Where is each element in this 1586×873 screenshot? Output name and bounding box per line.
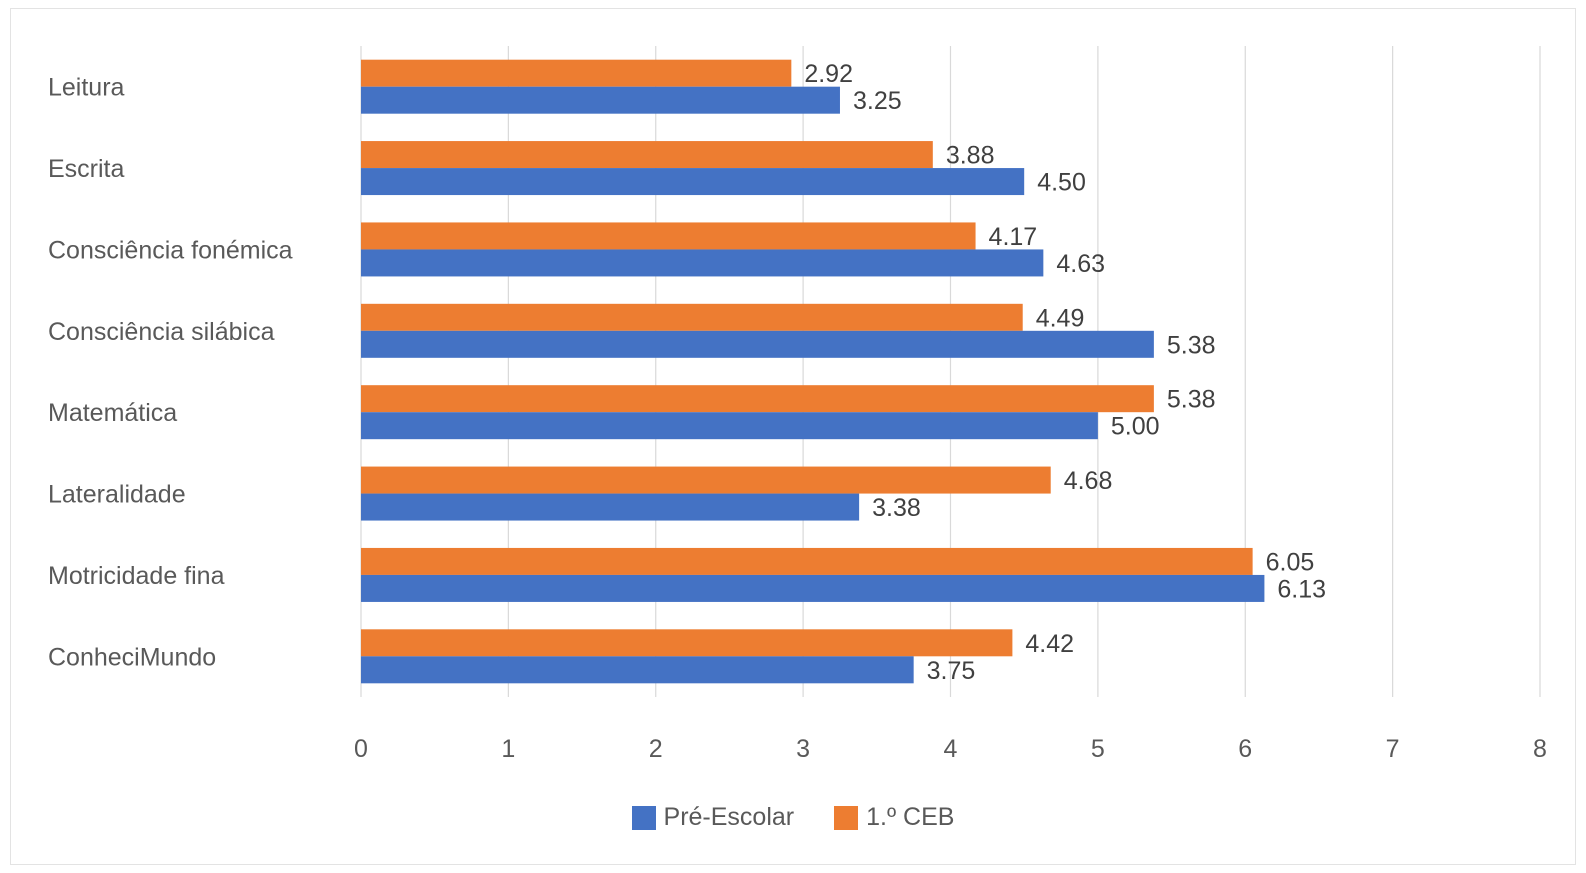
category-label: Consciência fonémica <box>48 236 293 264</box>
category-label: Leitura <box>48 74 125 102</box>
data-label: 4.49 <box>1036 304 1085 332</box>
data-label: 3.88 <box>946 142 995 170</box>
bar-1-ceb <box>361 141 933 169</box>
legend-label-1-ceb: 1.º CEB <box>866 803 955 831</box>
bar-pre-escolar <box>361 168 1025 196</box>
data-label: 6.05 <box>1266 548 1315 576</box>
bar-pre-escolar <box>361 493 860 521</box>
data-label: 4.42 <box>1025 630 1074 658</box>
data-label: 3.25 <box>853 87 902 115</box>
x-tick-label: 1 <box>501 735 515 763</box>
x-tick-label: 5 <box>1091 735 1105 763</box>
category-label: Consciência silábica <box>48 318 275 346</box>
bar-pre-escolar <box>361 249 1044 277</box>
bar-1-ceb <box>361 629 1013 657</box>
x-tick-label: 0 <box>354 735 368 763</box>
data-label: 6.13 <box>1277 575 1326 603</box>
x-tick-label: 6 <box>1238 735 1252 763</box>
legend-swatch-1-ceb <box>834 805 859 830</box>
bar-1-ceb <box>361 547 1253 575</box>
x-tick-label: 8 <box>1533 735 1547 763</box>
data-label: 4.17 <box>989 223 1038 251</box>
data-label: 3.75 <box>927 657 976 685</box>
legend: Pré-Escolar 1.º CEB <box>0 803 1586 832</box>
category-label: Motricidade fina <box>48 562 225 590</box>
x-tick-label: 3 <box>796 735 810 763</box>
data-label: 5.38 <box>1167 331 1216 359</box>
data-label: 2.92 <box>804 60 853 88</box>
bar-1-ceb <box>361 303 1023 331</box>
bar-pre-escolar <box>361 86 840 114</box>
bar-pre-escolar <box>361 574 1265 602</box>
x-tick-label: 4 <box>944 735 958 763</box>
legend-swatch-pre-escolar <box>631 805 656 830</box>
x-tick-label: 2 <box>649 735 663 763</box>
category-label: ConheciMundo <box>48 643 216 671</box>
category-label: Lateralidade <box>48 481 186 509</box>
bar-pre-escolar <box>361 330 1154 358</box>
data-label: 4.50 <box>1037 169 1086 197</box>
legend-item-1-ceb: 1.º CEB <box>834 803 954 832</box>
category-label: Matemática <box>48 399 177 427</box>
bar-pre-escolar <box>361 412 1098 440</box>
bar-1-ceb <box>361 59 792 87</box>
legend-item-pre-escolar: Pré-Escolar <box>631 803 795 832</box>
data-label: 4.68 <box>1064 467 1113 495</box>
x-tick-label: 7 <box>1386 735 1400 763</box>
category-label: Escrita <box>48 155 125 183</box>
bar-1-ceb <box>361 466 1051 494</box>
data-label: 4.63 <box>1056 250 1105 278</box>
data-label: 5.38 <box>1167 386 1216 414</box>
data-label: 3.38 <box>872 494 921 522</box>
bar-pre-escolar <box>361 656 914 684</box>
legend-label-pre-escolar: Pré-Escolar <box>663 803 795 831</box>
data-label: 5.00 <box>1111 413 1160 441</box>
bar-1-ceb <box>361 222 976 250</box>
bar-1-ceb <box>361 385 1154 413</box>
